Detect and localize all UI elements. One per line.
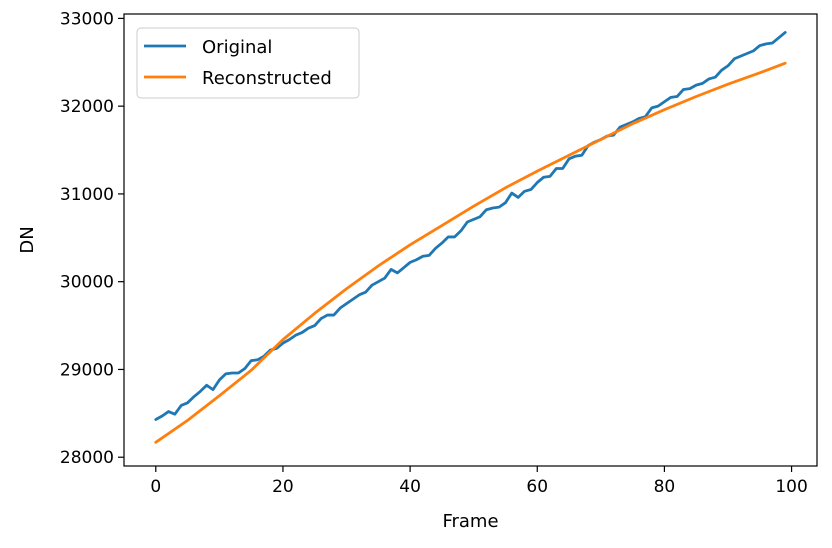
- y-tick-label: 32000: [60, 97, 114, 117]
- legend-label-original: Original: [202, 37, 272, 58]
- y-tick-label: 33000: [60, 9, 114, 29]
- legend-label-reconstructed: Reconstructed: [202, 68, 332, 89]
- y-tick-label: 29000: [60, 360, 114, 380]
- legend-box: [136, 27, 360, 99]
- x-tick-label: 80: [654, 477, 676, 497]
- legend: Original Reconstructed: [136, 27, 360, 99]
- series-line-reconstructed: [154, 61, 787, 444]
- series-line-original: [154, 31, 787, 421]
- x-tick-label: 0: [150, 477, 161, 497]
- y-tick-label: 30000: [60, 273, 114, 293]
- x-axis-label: Frame: [442, 511, 498, 532]
- y-tick-label: 31000: [60, 185, 114, 205]
- y-tick-label: 28000: [60, 448, 114, 468]
- x-tick-label: 20: [272, 477, 294, 497]
- x-tick-label: 40: [399, 477, 421, 497]
- plot-frame: [123, 13, 818, 467]
- y-axis-label: DN: [17, 226, 38, 253]
- x-tick-label: 100: [775, 477, 807, 497]
- x-tick-label: 60: [526, 477, 548, 497]
- plot-area: 0 20 40 60 80 100 28000 29000 30000 31000 32000 330…: [60, 9, 818, 497]
